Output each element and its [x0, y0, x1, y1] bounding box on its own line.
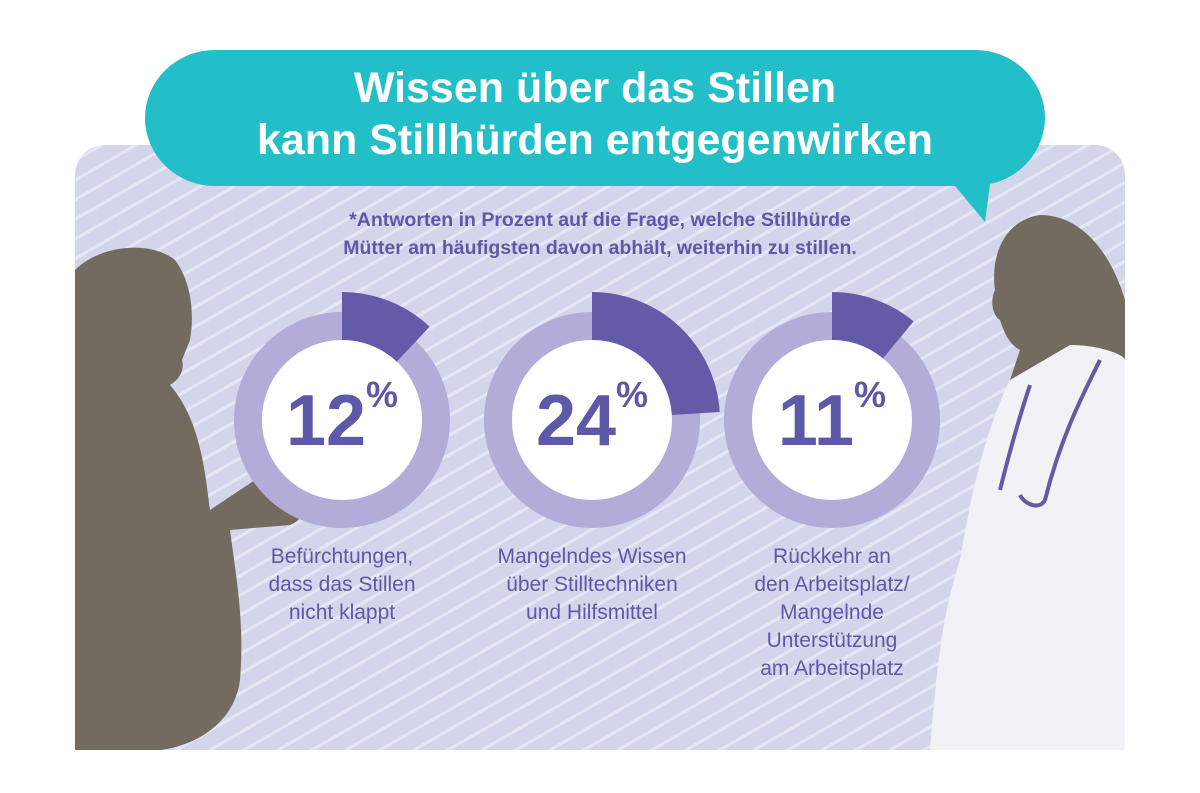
doctor-coat — [930, 345, 1125, 750]
percent-sign: % — [616, 374, 649, 415]
percent-value: 24% — [482, 374, 702, 462]
donut-center — [752, 340, 912, 500]
donut-center — [512, 340, 672, 500]
stethoscope-icon — [998, 359, 1102, 508]
label-line: Befürchtungen, — [270, 545, 414, 568]
pregnant-woman-silhouette — [75, 247, 306, 750]
label-line: und Hilfsmittel — [526, 601, 658, 624]
label-line: dass das Stillen — [268, 573, 416, 596]
doctor-silhouette — [992, 215, 1125, 380]
label-line: am Arbeitsplatz — [760, 657, 904, 680]
label-line: Mangelnde — [780, 601, 884, 624]
percent-sign: % — [366, 374, 399, 415]
label-line: den Arbeitsplatz/ — [754, 573, 910, 596]
label-line: Unterstützung — [766, 629, 898, 652]
percent-number: 11 — [777, 381, 855, 461]
label-line: nicht klappt — [288, 601, 396, 624]
percent-value: 12% — [232, 374, 452, 462]
donut-label: Rückkehr an den Arbeitsplatz/Mangelnde Unt… — [712, 543, 952, 683]
donut-center — [262, 340, 422, 500]
speech-bubble — [145, 50, 1045, 222]
percent-number: 24 — [535, 381, 617, 461]
donut-segment — [592, 292, 720, 415]
donut-segment — [342, 292, 430, 362]
note-line-2: Mütter am häufigsten davon abhält, weite… — [343, 237, 857, 259]
headline-line-1: Wissen über das Stillen — [353, 64, 837, 112]
percent-sign: % — [854, 374, 887, 415]
survey-note: *Antworten in Prozent auf die Frage, wel… — [240, 206, 960, 262]
label-line: Mangelndes Wissen — [497, 545, 687, 568]
donut-label: Mangelndes Wissen über Stilltechniken und … — [472, 543, 712, 627]
headline-line-2: kann Stillhürden entgegenwirken — [256, 116, 934, 164]
note-line-1: *Antworten in Prozent auf die Frage, wel… — [349, 209, 851, 231]
percent-value: 11% — [722, 374, 942, 462]
percent-number: 12 — [285, 381, 367, 461]
headline: Wissen über das Stillen kann Stillhürden… — [145, 62, 1045, 166]
label-line: Rückkehr an — [773, 545, 891, 568]
label-line: über Stilltechniken — [506, 573, 678, 596]
donut-segment — [832, 292, 914, 359]
donut-label: Befürchtungen, dass das Stillen nicht klap… — [222, 543, 462, 627]
